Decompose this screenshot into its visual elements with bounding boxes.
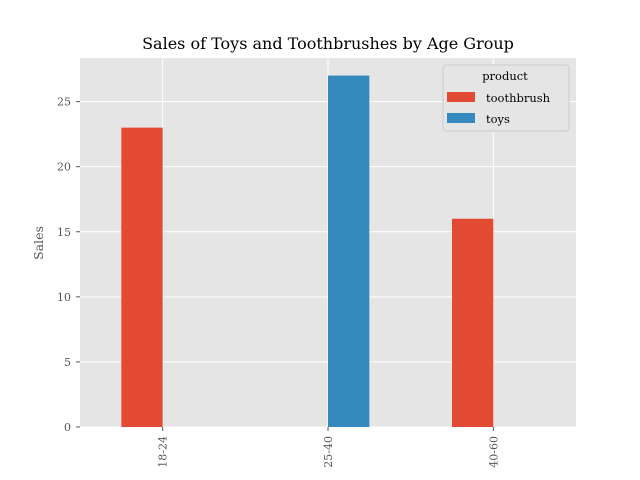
legend-label-toys: toys [486, 112, 510, 126]
x-tick-label: 25-40 [322, 436, 335, 468]
y-tick-label: 15 [57, 226, 71, 239]
y-tick-label: 0 [64, 421, 71, 434]
y-tick-label: 20 [57, 161, 71, 174]
chart-title: Sales of Toys and Toothbrushes by Age Gr… [142, 34, 514, 53]
y-tick-label: 5 [64, 356, 71, 369]
legend: product toothbrush toys [442, 64, 570, 132]
y-axis-label: Sales [31, 226, 46, 260]
y-tick-label: 25 [57, 96, 71, 109]
bars [121, 75, 494, 428]
bar-toys-25-40 [328, 75, 370, 428]
legend-label-toothbrush: toothbrush [486, 91, 551, 105]
legend-title: product [482, 69, 528, 83]
x-tick-label: 18-24 [157, 436, 170, 468]
legend-swatch-toys [447, 113, 475, 123]
y-axis-ticks: 0 5 10 15 20 25 [57, 96, 80, 434]
legend-swatch-toothbrush [447, 92, 475, 102]
bar-toothbrush-18-24 [121, 127, 163, 427]
x-axis-ticks: 18-24 25-40 40-60 [157, 427, 500, 468]
y-tick-label: 10 [57, 291, 71, 304]
x-tick-label: 40-60 [487, 436, 500, 468]
bar-toothbrush-40-60 [452, 218, 494, 427]
